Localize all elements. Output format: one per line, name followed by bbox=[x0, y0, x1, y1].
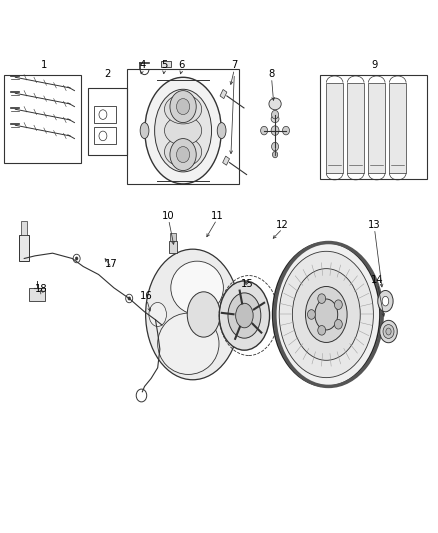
Ellipse shape bbox=[261, 126, 268, 135]
Ellipse shape bbox=[386, 328, 391, 335]
Ellipse shape bbox=[217, 123, 226, 139]
Circle shape bbox=[318, 294, 325, 303]
Bar bbox=[88, 88, 127, 155]
Text: 6: 6 bbox=[179, 60, 185, 70]
Bar bbox=[320, 75, 427, 179]
Text: 11: 11 bbox=[210, 211, 223, 221]
Ellipse shape bbox=[171, 261, 223, 314]
Ellipse shape bbox=[380, 320, 397, 343]
Ellipse shape bbox=[228, 293, 261, 338]
Ellipse shape bbox=[155, 89, 212, 172]
Text: 15: 15 bbox=[241, 279, 254, 288]
Ellipse shape bbox=[279, 252, 373, 377]
Polygon shape bbox=[389, 83, 406, 173]
Text: 14: 14 bbox=[371, 275, 384, 285]
Bar bbox=[127, 69, 239, 184]
Circle shape bbox=[335, 300, 343, 310]
Text: 7: 7 bbox=[231, 60, 237, 70]
Ellipse shape bbox=[378, 290, 393, 312]
Ellipse shape bbox=[315, 299, 338, 330]
Circle shape bbox=[177, 147, 190, 163]
Ellipse shape bbox=[187, 292, 220, 337]
Bar bbox=[94, 127, 116, 144]
Bar bbox=[29, 288, 45, 301]
Ellipse shape bbox=[164, 116, 201, 145]
Ellipse shape bbox=[305, 287, 347, 342]
Ellipse shape bbox=[145, 249, 240, 379]
Text: 17: 17 bbox=[105, 259, 118, 269]
Text: 9: 9 bbox=[371, 60, 378, 70]
Ellipse shape bbox=[272, 243, 380, 386]
Circle shape bbox=[75, 257, 78, 260]
Text: 2: 2 bbox=[104, 69, 110, 78]
Text: 5: 5 bbox=[161, 60, 167, 70]
Ellipse shape bbox=[269, 98, 281, 110]
Text: 13: 13 bbox=[368, 220, 381, 230]
Circle shape bbox=[170, 139, 196, 171]
Ellipse shape bbox=[140, 123, 149, 139]
Text: 18: 18 bbox=[35, 284, 48, 294]
Bar bbox=[21, 221, 27, 235]
Ellipse shape bbox=[158, 313, 219, 374]
Text: 1: 1 bbox=[41, 60, 47, 70]
Circle shape bbox=[177, 99, 190, 115]
Text: 10: 10 bbox=[162, 211, 175, 221]
Circle shape bbox=[318, 326, 325, 335]
Circle shape bbox=[128, 297, 131, 300]
Bar bbox=[223, 156, 230, 165]
Bar bbox=[94, 106, 116, 123]
Polygon shape bbox=[326, 83, 343, 173]
Ellipse shape bbox=[271, 126, 279, 135]
Bar bbox=[220, 90, 227, 99]
Ellipse shape bbox=[145, 77, 221, 184]
Text: 8: 8 bbox=[268, 69, 275, 78]
Ellipse shape bbox=[272, 142, 279, 151]
Ellipse shape bbox=[236, 303, 253, 328]
Bar bbox=[170, 233, 176, 241]
Bar bbox=[169, 241, 177, 253]
Ellipse shape bbox=[272, 110, 279, 119]
Circle shape bbox=[335, 319, 343, 329]
Ellipse shape bbox=[283, 126, 290, 135]
Bar bbox=[4, 75, 81, 163]
Ellipse shape bbox=[219, 281, 270, 350]
Ellipse shape bbox=[149, 303, 166, 326]
Text: 12: 12 bbox=[276, 220, 289, 230]
Ellipse shape bbox=[382, 296, 389, 306]
Ellipse shape bbox=[164, 137, 201, 167]
Polygon shape bbox=[347, 83, 364, 173]
Ellipse shape bbox=[164, 94, 201, 124]
Ellipse shape bbox=[293, 269, 360, 360]
Text: 16: 16 bbox=[140, 291, 153, 301]
Circle shape bbox=[307, 310, 315, 319]
Ellipse shape bbox=[383, 325, 394, 338]
Bar bbox=[161, 61, 171, 67]
Circle shape bbox=[170, 91, 196, 123]
Text: 4: 4 bbox=[139, 60, 145, 70]
Ellipse shape bbox=[272, 151, 278, 158]
Bar bbox=[19, 235, 29, 261]
Ellipse shape bbox=[271, 115, 279, 123]
Polygon shape bbox=[368, 83, 385, 173]
